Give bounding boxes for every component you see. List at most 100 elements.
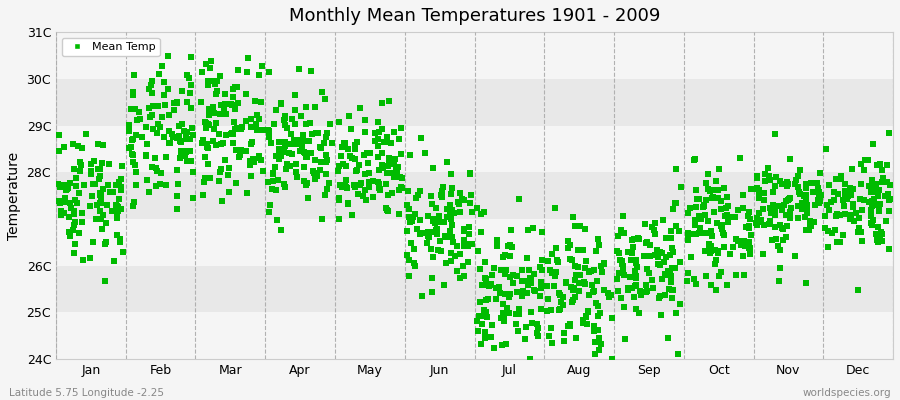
Point (222, 189, 237, 196)
Point (602, 294, 616, 300)
Point (801, 227, 815, 233)
Point (383, 140, 398, 146)
Point (479, 309, 493, 315)
Point (322, 121, 337, 127)
Point (813, 198, 827, 204)
Point (353, 104, 367, 111)
Point (590, 303, 605, 309)
Point (799, 192, 814, 198)
Point (401, 206, 416, 213)
Point (768, 131, 782, 137)
Point (852, 196, 867, 202)
Point (652, 262, 667, 268)
Point (694, 215, 708, 222)
Point (577, 279, 591, 286)
Point (308, 104, 322, 110)
Point (477, 307, 491, 313)
Point (735, 253, 750, 260)
Point (495, 254, 509, 260)
Point (629, 260, 643, 266)
Point (498, 290, 512, 297)
Point (150, 121, 165, 127)
Point (783, 156, 797, 162)
Point (400, 188, 415, 194)
Point (880, 191, 895, 198)
Point (769, 236, 783, 242)
Point (456, 243, 471, 249)
Point (625, 250, 639, 256)
Point (804, 223, 818, 229)
Point (806, 188, 821, 195)
Point (57, 198, 71, 205)
Point (742, 222, 756, 229)
Point (492, 284, 507, 290)
Point (198, 118, 212, 125)
Point (155, 62, 169, 69)
Point (69, 200, 84, 206)
Point (97, 278, 112, 284)
Point (372, 166, 386, 173)
Point (151, 71, 166, 77)
Point (90, 202, 104, 208)
Point (799, 210, 814, 216)
Point (812, 195, 826, 201)
Point (545, 364, 560, 370)
Point (644, 277, 659, 284)
Point (140, 153, 154, 159)
Point (235, 123, 249, 130)
Point (209, 120, 223, 126)
Point (98, 240, 112, 247)
Point (473, 299, 488, 306)
Point (112, 179, 126, 186)
Point (159, 182, 174, 188)
Point (618, 336, 633, 342)
Point (128, 162, 142, 168)
Point (375, 164, 390, 171)
Point (615, 258, 629, 264)
Point (689, 231, 704, 237)
Point (279, 166, 293, 173)
Point (250, 126, 265, 133)
Point (568, 223, 582, 229)
Point (530, 320, 544, 327)
Point (67, 166, 81, 172)
Point (692, 195, 706, 202)
Point (882, 197, 896, 204)
Point (101, 182, 115, 188)
Point (720, 212, 734, 218)
Point (791, 184, 806, 190)
Point (444, 249, 458, 256)
Point (510, 328, 525, 335)
Point (864, 188, 878, 195)
Point (499, 252, 513, 258)
Point (523, 309, 537, 316)
Point (647, 226, 662, 233)
Point (572, 288, 586, 294)
Point (139, 124, 153, 130)
Point (296, 138, 310, 144)
Point (490, 296, 504, 302)
Point (566, 287, 580, 294)
Point (448, 252, 463, 259)
Point (248, 159, 262, 166)
Point (549, 268, 563, 275)
Point (73, 159, 87, 165)
Point (251, 72, 266, 78)
Point (627, 236, 642, 242)
Point (57, 144, 71, 150)
Point (274, 153, 288, 159)
Point (362, 184, 376, 190)
Point (376, 139, 391, 146)
Point (246, 156, 260, 162)
Point (112, 236, 127, 242)
Point (283, 162, 297, 169)
Point (209, 142, 223, 148)
Point (444, 216, 458, 222)
Point (93, 190, 107, 197)
Point (651, 261, 665, 267)
Point (409, 195, 423, 202)
Point (400, 228, 415, 234)
Point (872, 208, 886, 214)
Point (299, 182, 313, 188)
Point (362, 179, 376, 186)
